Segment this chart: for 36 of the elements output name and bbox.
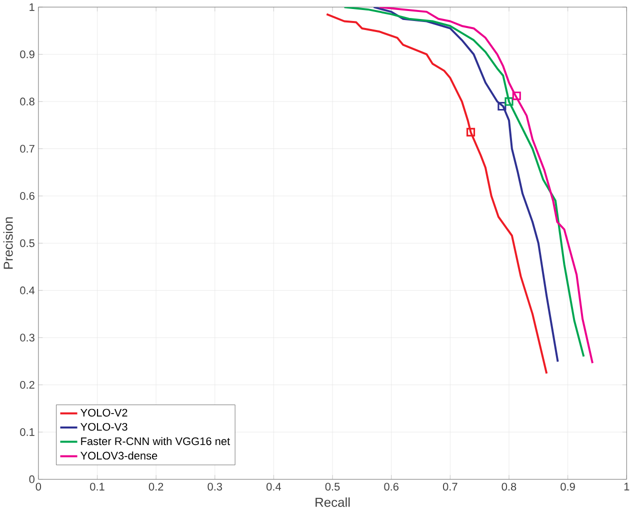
y-axis-title: Precision: [3, 217, 13, 269]
point: [504, 97, 514, 106]
x-tick-label: 0.4: [266, 482, 281, 490]
y-tick-label: 1: [30, 3, 34, 11]
x-tick-label: 0.1: [90, 482, 104, 490]
legend-label: YOLOV3-dense: [80, 451, 158, 460]
x-tick-label: 0.9: [560, 482, 575, 490]
y-tick-label: 0.5: [20, 239, 34, 247]
line-series: [343, 6, 585, 358]
x-tick-label: 0.5: [325, 482, 340, 490]
y-tick-label: 0.2: [20, 380, 34, 389]
y-tick-label: 0.9: [20, 50, 34, 58]
legend-label: Faster R-CNN with VGG16 net: [81, 436, 230, 446]
x-tick-label: 0.8: [502, 482, 516, 490]
x-tick-label: 0.2: [148, 482, 164, 490]
y-tick-label: 0.3: [20, 334, 34, 342]
x-axis-title: Recall: [316, 497, 350, 507]
y-tick-label: 0.4: [20, 286, 35, 294]
y-tick-label: 0.7: [20, 144, 34, 153]
line-series: [378, 6, 594, 364]
x-tick-label: 0.6: [384, 482, 398, 490]
point: [512, 91, 521, 100]
point: [466, 128, 476, 136]
legend-label: YOLO-V3: [80, 422, 128, 431]
y-tick-label: 0.8: [20, 98, 34, 106]
y-tick-label: 0.6: [20, 192, 34, 200]
y-tick-label: 0.1: [20, 428, 34, 436]
x-tick-label: 1: [624, 482, 630, 490]
x-tick-label: 0.3: [208, 482, 222, 490]
point: [498, 102, 506, 110]
line-series: [372, 6, 559, 363]
legend-label: YOLO-V2: [80, 408, 128, 416]
x-tick-label: 0.7: [442, 482, 458, 490]
x-tick-label: 0: [36, 482, 42, 490]
line-series: [326, 13, 548, 374]
y-tick-label: 0: [29, 475, 34, 484]
